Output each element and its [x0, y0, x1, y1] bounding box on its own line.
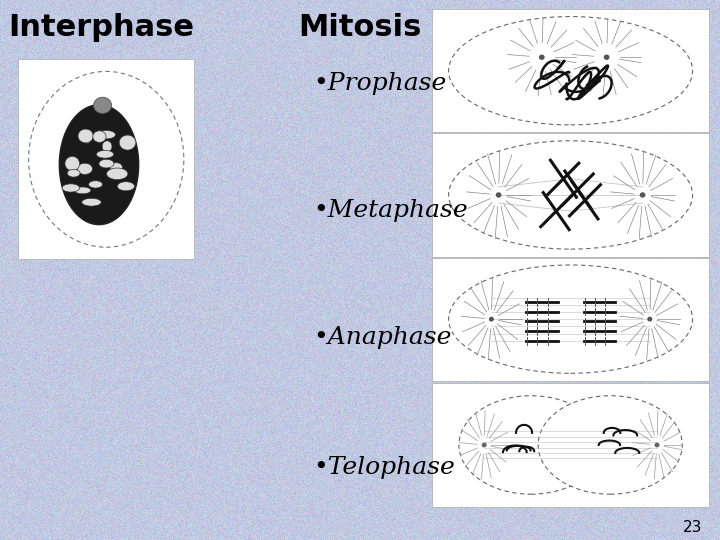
- Ellipse shape: [74, 187, 91, 194]
- Ellipse shape: [647, 316, 652, 322]
- Ellipse shape: [99, 159, 114, 168]
- Ellipse shape: [97, 131, 115, 139]
- Ellipse shape: [640, 192, 646, 198]
- Ellipse shape: [89, 181, 102, 188]
- Ellipse shape: [489, 316, 494, 322]
- Ellipse shape: [82, 198, 102, 206]
- Ellipse shape: [77, 163, 92, 174]
- Text: Interphase: Interphase: [8, 14, 194, 43]
- Ellipse shape: [449, 141, 693, 249]
- Ellipse shape: [654, 443, 660, 447]
- Ellipse shape: [539, 55, 544, 60]
- FancyBboxPatch shape: [432, 9, 709, 132]
- Ellipse shape: [62, 184, 80, 192]
- Ellipse shape: [102, 141, 112, 152]
- Ellipse shape: [120, 135, 136, 150]
- Ellipse shape: [538, 396, 683, 494]
- Ellipse shape: [110, 163, 122, 172]
- Text: •Prophase: •Prophase: [313, 72, 446, 95]
- FancyBboxPatch shape: [432, 133, 709, 256]
- Ellipse shape: [83, 130, 92, 143]
- Ellipse shape: [94, 97, 112, 113]
- Ellipse shape: [603, 55, 609, 60]
- Ellipse shape: [117, 181, 135, 191]
- FancyBboxPatch shape: [18, 59, 194, 259]
- Ellipse shape: [107, 168, 128, 180]
- Ellipse shape: [496, 192, 501, 198]
- Text: •Telophase: •Telophase: [313, 456, 455, 478]
- Ellipse shape: [96, 150, 114, 158]
- Ellipse shape: [449, 17, 693, 125]
- FancyBboxPatch shape: [432, 258, 709, 381]
- Ellipse shape: [67, 170, 80, 177]
- Ellipse shape: [459, 396, 603, 494]
- Ellipse shape: [59, 105, 139, 225]
- Ellipse shape: [93, 131, 106, 143]
- Ellipse shape: [482, 443, 487, 447]
- Ellipse shape: [78, 129, 93, 143]
- Ellipse shape: [65, 157, 80, 171]
- Ellipse shape: [29, 71, 184, 247]
- Text: •Metaphase: •Metaphase: [313, 199, 468, 222]
- FancyBboxPatch shape: [432, 383, 709, 507]
- Text: 23: 23: [683, 519, 702, 535]
- Ellipse shape: [449, 265, 693, 373]
- Text: •Anaphase: •Anaphase: [313, 326, 451, 349]
- Text: Mitosis: Mitosis: [298, 14, 422, 43]
